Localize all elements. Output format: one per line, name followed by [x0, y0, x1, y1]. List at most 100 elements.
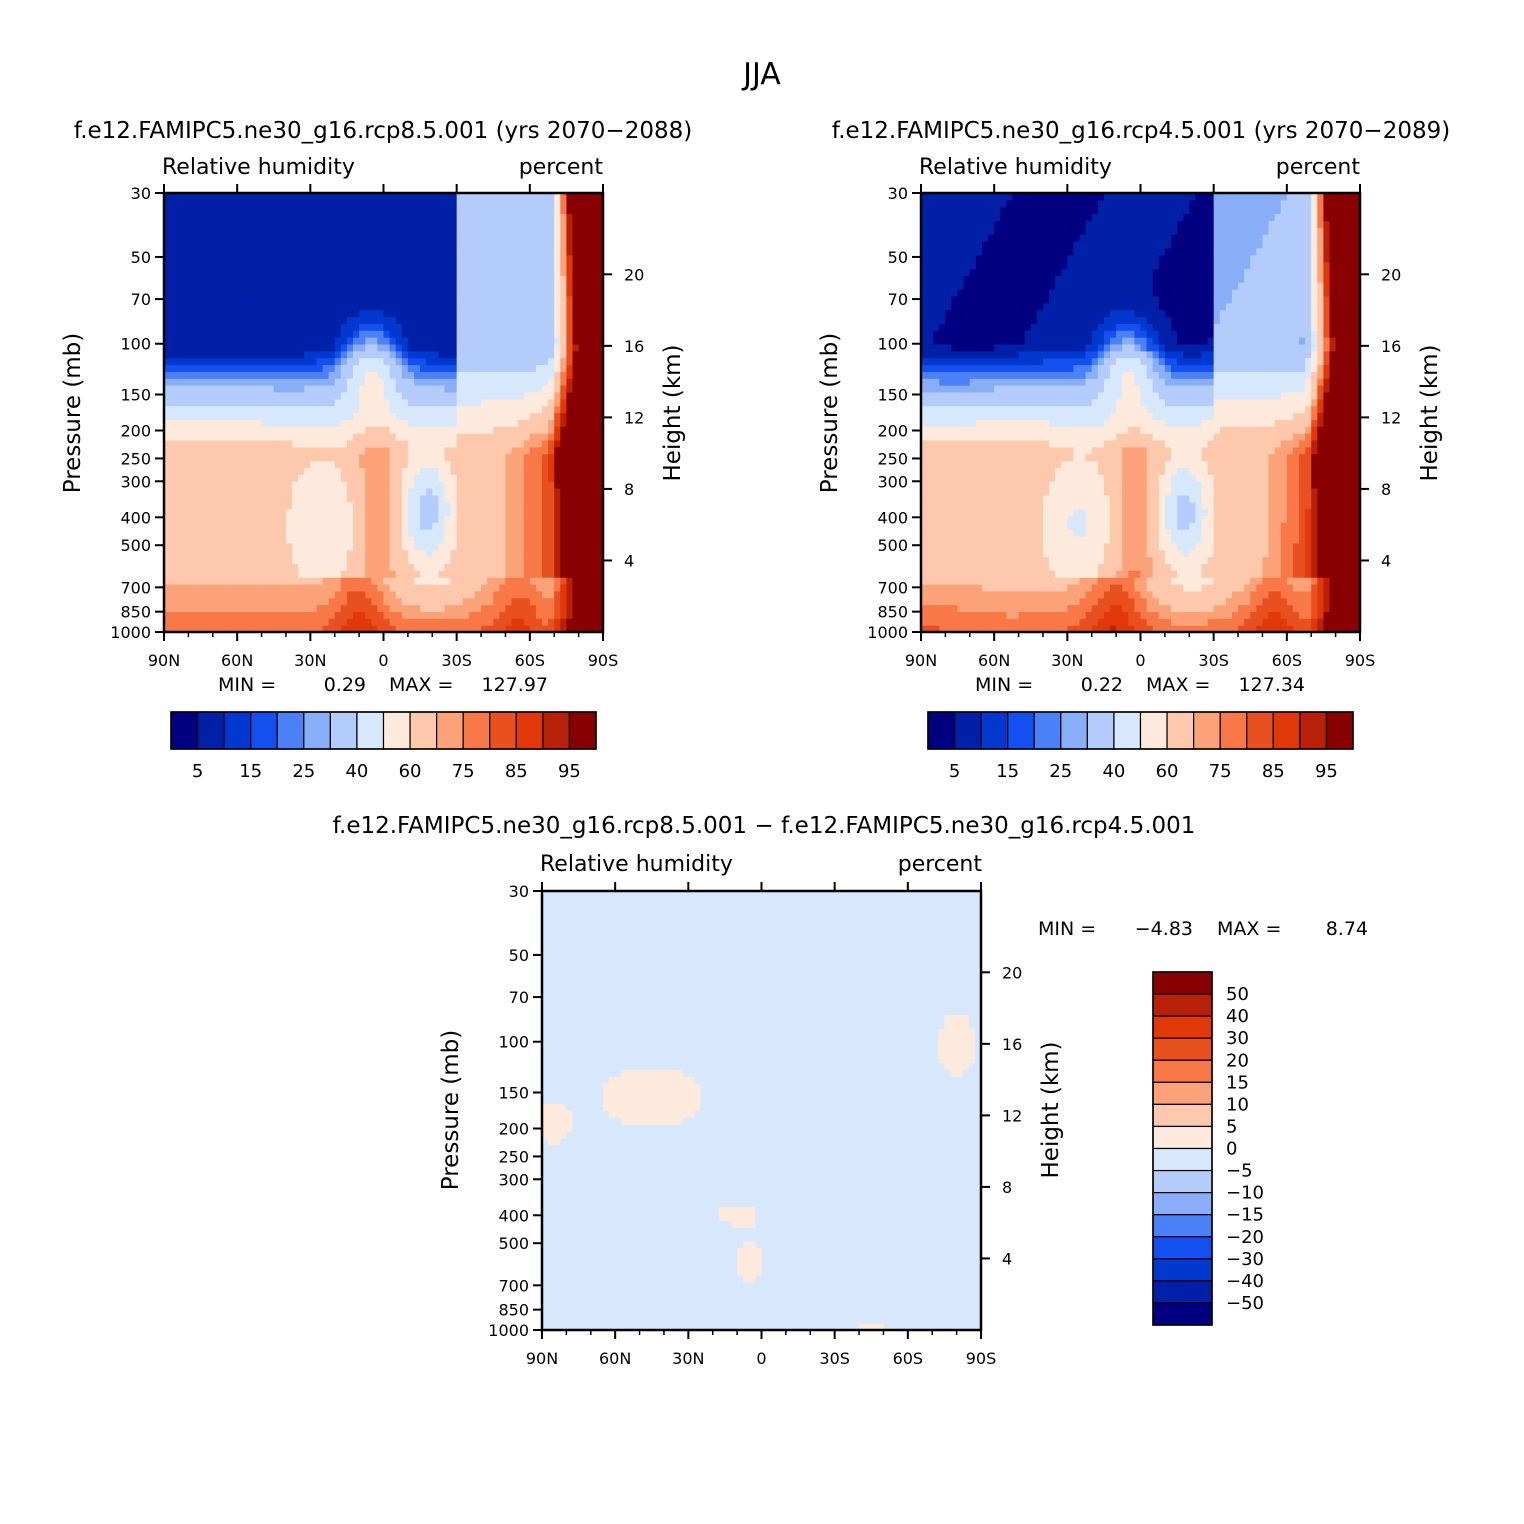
contour-cell — [273, 501, 281, 510]
contour-cell — [450, 460, 458, 468]
contour-cell — [346, 337, 354, 345]
contour-cell — [572, 433, 580, 441]
contour-cell — [188, 241, 196, 249]
contour-cell — [346, 625, 354, 633]
contour-cell — [523, 295, 531, 304]
contour-cell — [468, 398, 476, 407]
contour-cell — [426, 323, 433, 331]
contour-cell — [548, 405, 555, 414]
contour-cell — [316, 275, 324, 283]
contour-cell — [298, 570, 305, 578]
contour-cell — [572, 199, 580, 208]
contour-cell — [432, 529, 439, 537]
contour-cell — [933, 254, 940, 263]
contour-cell — [933, 220, 940, 228]
contour-cell — [194, 618, 202, 626]
contour-cell — [273, 268, 281, 276]
contour-cell — [927, 398, 934, 407]
contour-cell — [188, 316, 196, 324]
contour-cell — [560, 391, 568, 400]
contour-cell — [170, 323, 177, 331]
contour-cell — [933, 494, 940, 503]
contour-cell — [511, 391, 519, 400]
contour-cell — [395, 405, 403, 414]
contour-cell — [529, 597, 537, 606]
contour-cell — [560, 474, 568, 482]
contour-cell — [176, 378, 183, 386]
contour-cell — [523, 199, 531, 208]
contour-cell — [237, 282, 244, 290]
contour-cell — [231, 247, 238, 256]
contour-cell — [542, 405, 549, 414]
contour-cell — [572, 439, 580, 448]
contour-cell — [535, 563, 543, 571]
contour-cell — [462, 337, 470, 345]
contour-cell — [535, 426, 543, 434]
contour-cell — [334, 309, 342, 318]
contour-cell — [596, 337, 604, 345]
contour-cell — [316, 282, 324, 290]
contour-cell — [420, 556, 427, 565]
contour-cell — [200, 193, 208, 201]
contour-cell — [279, 549, 287, 558]
contour-cell — [499, 220, 507, 228]
contour-cell — [267, 234, 275, 242]
contour-cell — [535, 227, 543, 235]
panel-title: f.e12.FAMIPC5.ne30_g16.rcp8.5.001 (yrs 2… — [74, 118, 692, 144]
contour-cell — [206, 625, 214, 633]
contour-cell — [206, 474, 214, 482]
contour-cell — [401, 535, 409, 544]
contour-cell — [420, 508, 427, 516]
contour-cell — [407, 522, 415, 530]
contour-cell — [505, 467, 513, 475]
contour-cell — [255, 453, 263, 462]
contour-cell — [450, 378, 458, 386]
contour-cell — [420, 446, 427, 455]
contour-cell — [346, 343, 354, 352]
contour-cell — [316, 577, 324, 585]
contour-cell — [243, 542, 250, 551]
contour-cell — [383, 611, 391, 619]
contour-cell — [224, 494, 232, 503]
contour-cell — [560, 446, 568, 455]
contour-cell — [542, 337, 549, 345]
contour-cell — [279, 247, 287, 256]
contour-cell — [292, 357, 299, 366]
contour-cell — [255, 412, 263, 420]
contour-cell — [505, 522, 513, 530]
contour-cell — [182, 542, 189, 551]
contour-cell — [444, 439, 452, 448]
contour-cell — [218, 597, 226, 606]
contour-cell — [371, 439, 379, 448]
contour-cell — [554, 542, 561, 551]
contour-cell — [933, 206, 940, 215]
contour-cell — [176, 213, 183, 222]
contour-cell — [206, 467, 214, 475]
contour-cell — [511, 460, 519, 468]
contour-cell — [243, 378, 250, 386]
contour-cell — [170, 398, 177, 407]
contour-cell — [170, 213, 177, 222]
contour-cell — [334, 295, 342, 304]
contour-cell — [554, 234, 561, 242]
contour-cell — [194, 316, 202, 324]
contour-cell — [218, 282, 226, 290]
contour-cell — [401, 206, 409, 215]
contour-cell — [596, 213, 604, 222]
contour-cell — [413, 199, 421, 208]
contour-cell — [939, 563, 946, 571]
contour-cell — [395, 309, 403, 318]
contour-cell — [218, 433, 226, 441]
contour-cell — [200, 474, 208, 482]
contour-cell — [255, 556, 263, 565]
contour-cell — [304, 460, 311, 468]
contour-cell — [560, 439, 568, 448]
contour-cell — [261, 199, 269, 208]
contour-cell — [261, 467, 269, 475]
contour-cell — [346, 241, 354, 249]
contour-cell — [945, 563, 953, 571]
contour-cell — [365, 261, 372, 270]
contour-cell — [182, 261, 189, 270]
contour-cell — [426, 494, 433, 503]
contour-cell — [371, 385, 379, 393]
